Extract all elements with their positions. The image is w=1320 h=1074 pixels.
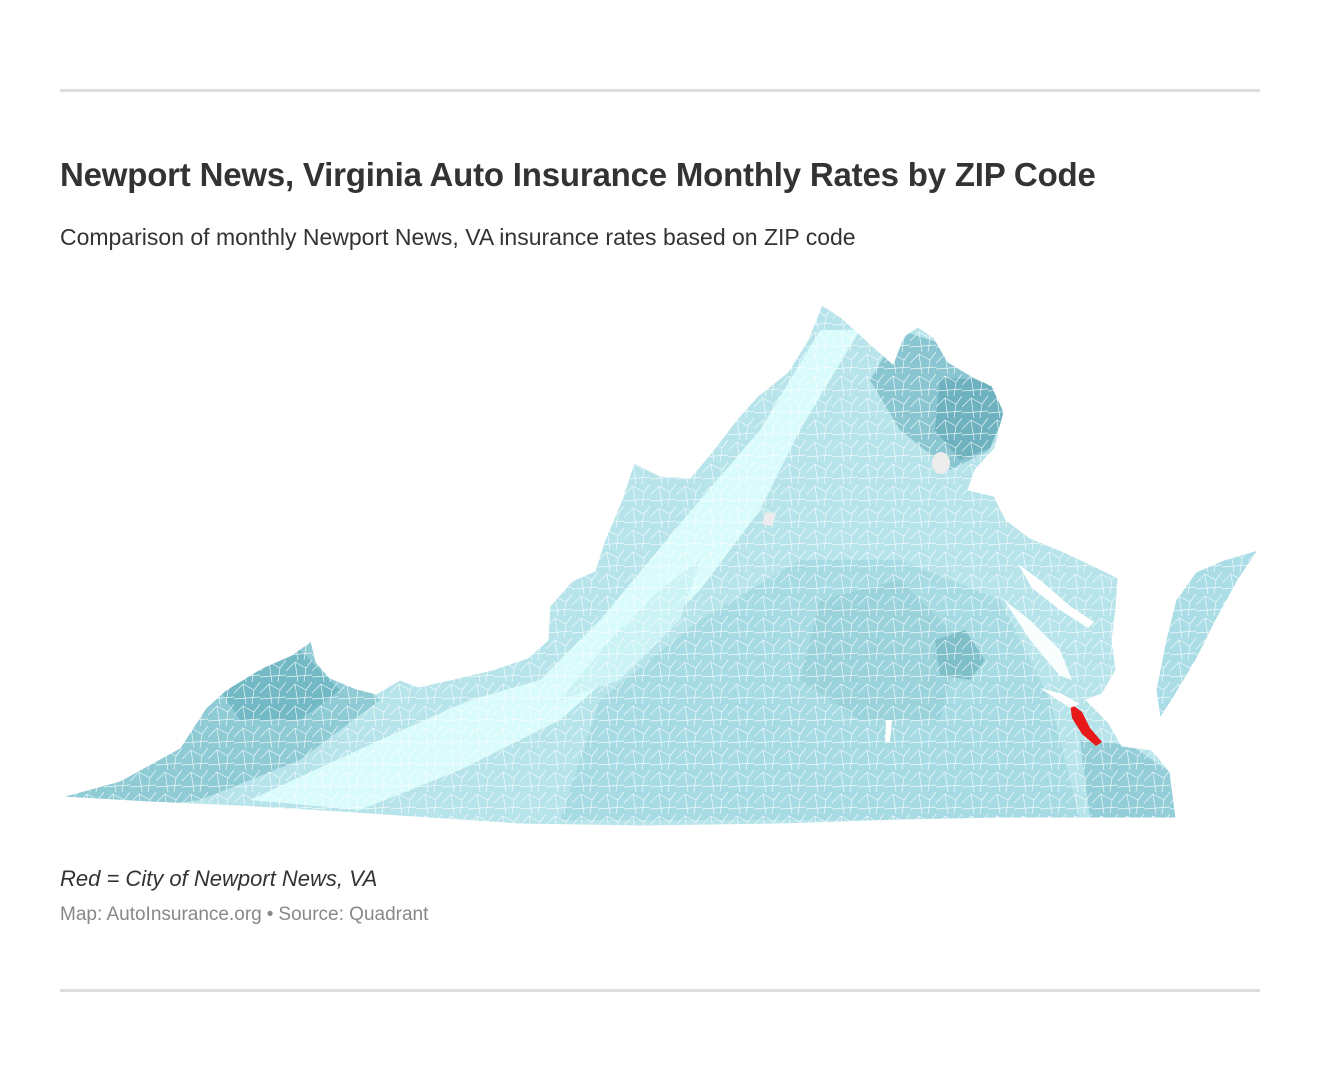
- page-subtitle: Comparison of monthly Newport News, VA i…: [60, 224, 856, 250]
- virginia-zip-map: [61, 304, 1260, 827]
- credit-separator: •: [266, 904, 274, 925]
- source-credit: Source: Quadrant: [278, 904, 429, 925]
- map-legend-note: Red = City of Newport News, VA: [60, 866, 378, 891]
- map-credit: Map: AutoInsurance.org: [60, 904, 262, 925]
- page-title: Newport News, Virginia Auto Insurance Mo…: [60, 156, 1096, 193]
- map-credit-line: Map: AutoInsurance.org • Source: Quadrant: [60, 904, 428, 926]
- bottom-divider: [60, 989, 1260, 992]
- top-divider: [60, 89, 1260, 92]
